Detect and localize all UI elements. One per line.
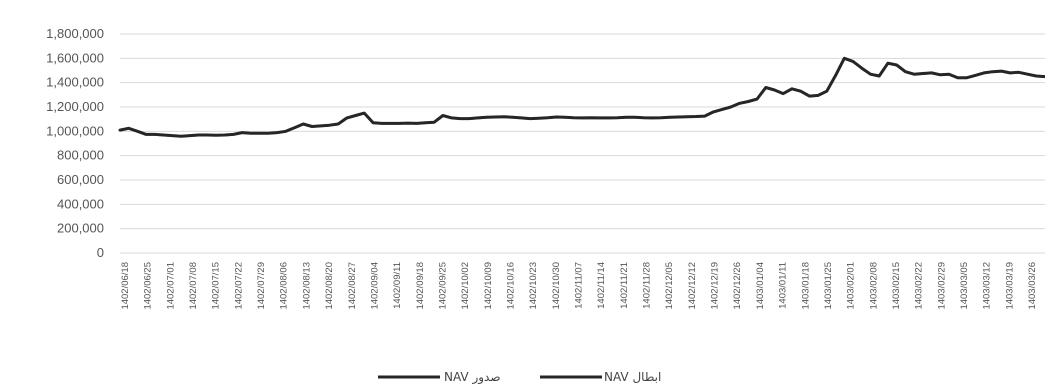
y-tick-label: 600,000 [57, 172, 104, 187]
x-tick-label: 1402/10/02 [460, 262, 471, 310]
x-tick-label: 1402/12/05 [664, 262, 675, 310]
x-tick-label: 1402/11/07 [574, 262, 585, 309]
x-tick-label: 1403/03/19 [1004, 262, 1015, 310]
x-tick-label: 1403/03/12 [982, 262, 993, 310]
y-tick-label: 800,000 [57, 148, 104, 163]
x-tick-label: 1402/09/11 [392, 262, 403, 309]
x-tick-label: 1402/06/18 [120, 262, 131, 310]
x-tick-label: 1402/12/12 [687, 262, 698, 310]
x-tick-label: 1403/01/04 [755, 262, 766, 310]
x-tick-label: 1402/06/25 [143, 262, 154, 310]
x-tick-label: 1402/07/08 [188, 262, 199, 310]
y-tick-label: 1,400,000 [46, 75, 104, 90]
x-tick-label: 1402/08/06 [279, 262, 290, 310]
x-tick-label: 1403/03/05 [959, 262, 970, 310]
x-tick-label: 1403/02/08 [868, 262, 879, 310]
x-tick-label: 1403/01/18 [800, 262, 811, 310]
x-tick-label: 1402/09/04 [369, 262, 380, 310]
x-tick-label: 1403/02/15 [891, 262, 902, 310]
x-tick-label: 1403/02/22 [914, 262, 925, 310]
x-tick-label: 1402/07/22 [233, 262, 244, 310]
y-tick-label: 1,600,000 [46, 50, 104, 65]
x-tick-label: 1402/09/25 [437, 262, 448, 310]
y-axis: 0 200,000 400,000 600,000 800,000 1,000,000 1,… [46, 26, 104, 260]
y-tick-label: 1,800,000 [46, 26, 104, 41]
y-tick-label: 1,000,000 [46, 123, 104, 138]
x-tick-label: 1402/10/16 [505, 262, 516, 310]
series-lines [118, 56, 1045, 138]
x-tick-label: 1403/03/26 [1027, 262, 1038, 310]
x-tick-label: 1402/10/30 [551, 262, 562, 310]
x-tick-label: 1403/02/01 [846, 262, 857, 310]
x-tick-label: 1403/01/11 [778, 262, 789, 309]
x-tick-label: 1402/08/27 [347, 262, 358, 310]
x-tick-label: 1403/01/25 [823, 262, 834, 310]
x-tick-label: 1402/07/29 [256, 262, 267, 310]
y-tick-label: 400,000 [57, 196, 104, 211]
legend: NAV صدور NAV ابطال [378, 370, 661, 385]
x-axis: 1402/06/18 1402/06/25 1402/07/01 1402/07/08… [120, 262, 1038, 310]
series-line [118, 56, 1045, 138]
y-tick-label: 0 [97, 245, 104, 260]
x-tick-label: 1402/08/13 [301, 262, 312, 310]
x-tick-label: 1402/11/28 [642, 262, 653, 309]
x-tick-label: 1402/10/23 [528, 262, 539, 310]
x-tick-label: 1402/07/01 [165, 262, 176, 310]
y-tick-label: 1,200,000 [46, 99, 104, 114]
series-line [119, 58, 1045, 138]
legend-label: NAV صدور [444, 370, 501, 385]
x-tick-label: 1402/08/20 [324, 262, 335, 310]
x-tick-label: 1403/02/29 [936, 262, 947, 310]
x-tick-label: 1402/09/18 [415, 262, 426, 310]
x-tick-label: 1402/11/14 [596, 262, 607, 309]
legend-label: NAV ابطال [604, 370, 661, 384]
gridlines [120, 33, 1045, 254]
x-tick-label: 1402/07/15 [211, 262, 222, 310]
x-tick-label: 1402/12/19 [710, 262, 721, 310]
x-tick-label: 1402/11/21 [619, 262, 630, 309]
y-tick-label: 200,000 [57, 221, 104, 236]
x-tick-label: 1402/10/09 [483, 262, 494, 310]
x-tick-label: 1402/12/26 [732, 262, 743, 310]
